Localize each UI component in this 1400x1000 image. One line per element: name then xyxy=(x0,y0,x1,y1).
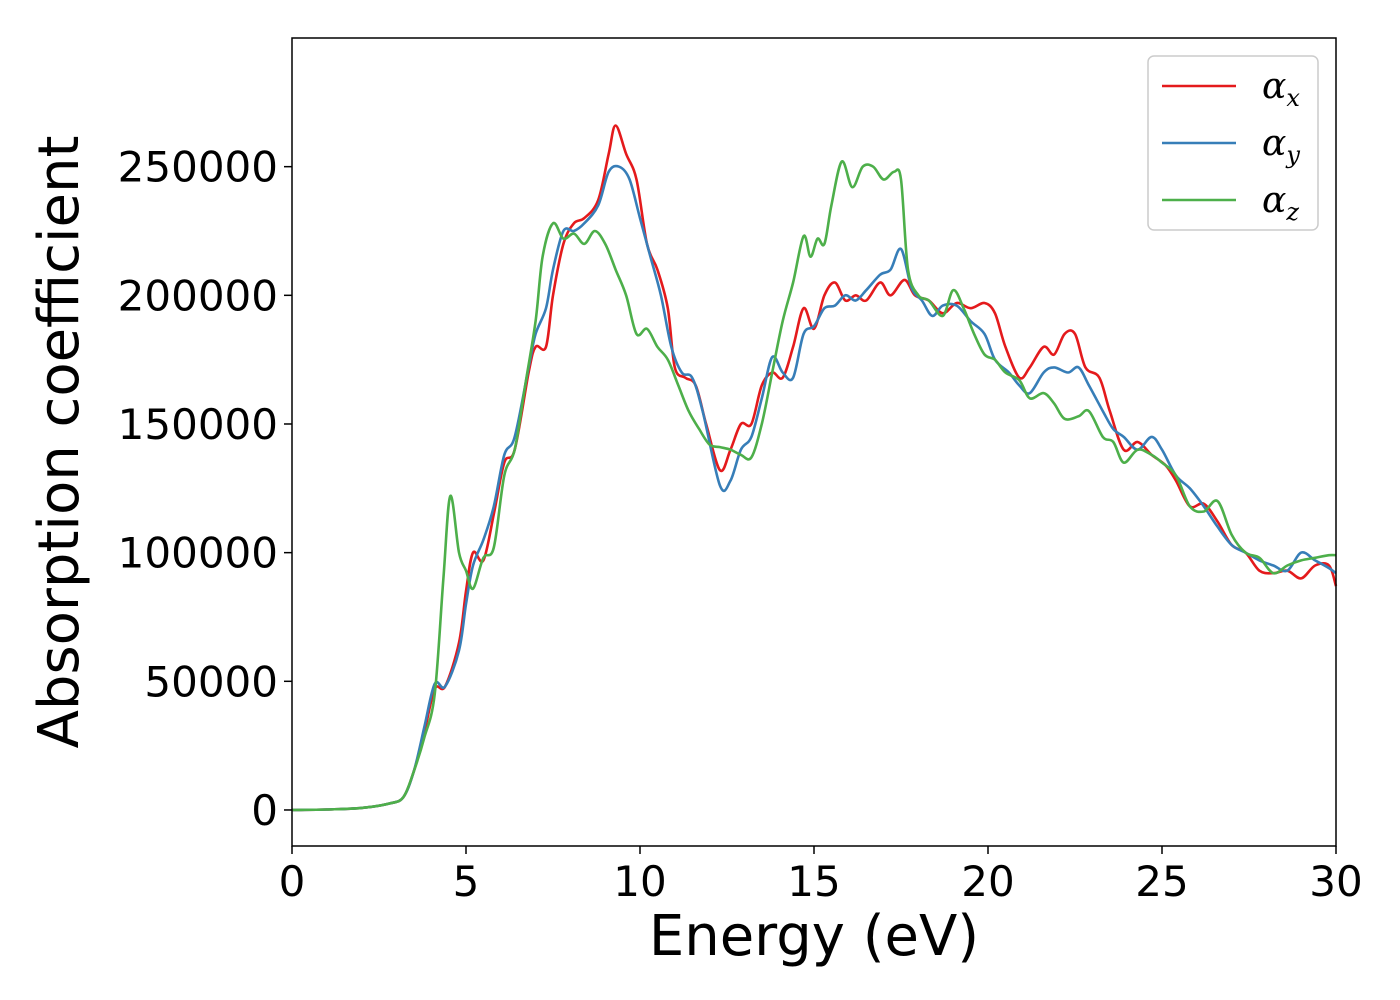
y-tick-label: 0 xyxy=(251,786,278,835)
y-tick-label: 250000 xyxy=(118,143,278,192)
series-line-0 xyxy=(291,124,1338,812)
x-axis-title: Energy (eV) xyxy=(649,904,979,969)
x-tick-label: 5 xyxy=(453,857,480,906)
x-tick-label: 30 xyxy=(1309,857,1362,906)
series-line-2 xyxy=(291,160,1337,812)
y-tick-label: 50000 xyxy=(144,657,278,706)
x-tick-label: 0 xyxy=(279,857,306,906)
x-tick-label: 10 xyxy=(613,857,666,906)
legend-subscript: y xyxy=(1285,141,1300,169)
x-tick-label: 25 xyxy=(1135,857,1188,906)
legend-subscript: x xyxy=(1286,84,1300,112)
series-layer xyxy=(291,124,1338,812)
y-tick-label: 150000 xyxy=(118,400,278,449)
plot-frame xyxy=(291,37,1337,847)
legend-subscript: z xyxy=(1285,198,1299,226)
tick-layer: 0 5 10 15 20 25 30 0 50000 100000 150000 200000 2500… xyxy=(118,143,1363,906)
x-tick-label: 15 xyxy=(787,857,840,906)
y-tick-label: 100000 xyxy=(118,529,278,578)
x-tick-label: 20 xyxy=(961,857,1014,906)
y-axis-title: Absorption coefficient xyxy=(27,136,92,749)
y-tick-label: 200000 xyxy=(118,271,278,320)
series-line-1 xyxy=(291,164,1337,812)
